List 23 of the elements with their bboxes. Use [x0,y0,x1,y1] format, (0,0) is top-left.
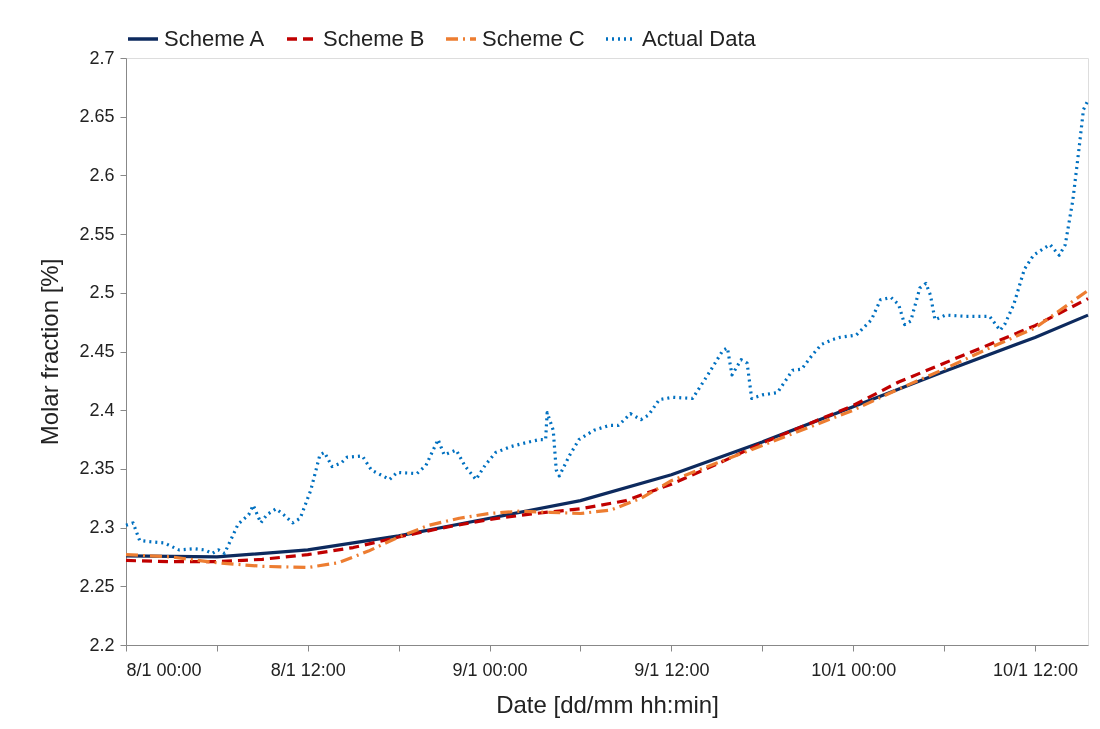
y-tick-label: 2.7 [89,47,115,68]
legend-label: Scheme A [164,26,265,51]
y-tick-label: 2.45 [79,341,115,361]
legend-label: Scheme C [482,26,585,51]
legend-label: Scheme B [323,26,425,51]
y-tick-label: 2.5 [89,282,115,303]
y-tick-label: 2.6 [89,164,115,185]
x-tick-label: 8/1 00:00 [126,659,202,680]
legend-label: Actual Data [642,26,757,51]
x-tick-label: 8/1 12:00 [270,659,346,680]
y-axis-title: Molar fraction [%] [36,258,64,446]
x-axis-title: Date [dd/mm hh:min] [496,690,719,718]
y-tick-label: 2.3 [89,517,115,538]
y-tick-label: 2.55 [79,223,115,244]
x-tick-label: 9/1 12:00 [634,659,710,680]
y-tick-label: 2.4 [89,399,115,420]
x-tick-label: 10/1 00:00 [811,659,897,680]
y-tick-label: 2.65 [79,106,115,127]
x-tick-label: 9/1 00:00 [452,659,528,680]
y-tick-label: 2.25 [79,575,115,596]
x-tick-label: 10/1 12:00 [992,659,1079,680]
y-tick-label: 2.35 [79,458,115,479]
y-tick-label: 2.2 [89,634,115,655]
